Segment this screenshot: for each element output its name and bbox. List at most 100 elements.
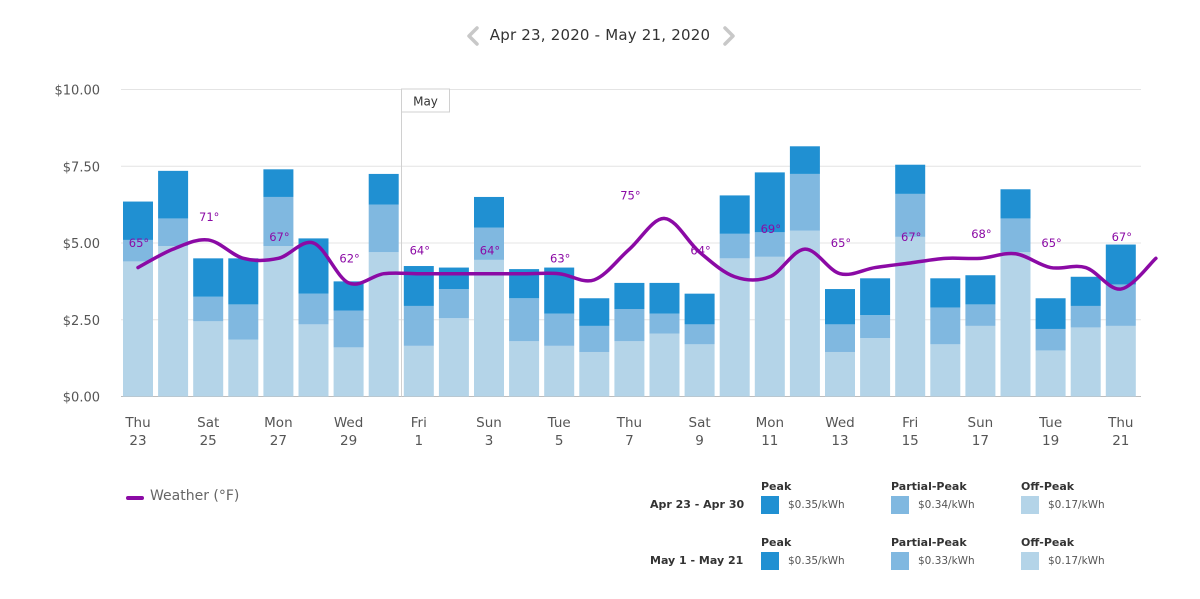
off-peak-bar	[684, 344, 715, 397]
x-tick-date: 3	[485, 433, 494, 449]
tier-off-peak: Off-Peak $0.17/kWh	[1021, 478, 1141, 526]
off-peak-bar	[403, 345, 434, 397]
off-peak-bar	[1000, 252, 1031, 397]
partial-peak-bar	[158, 218, 189, 247]
peak-bar	[158, 170, 189, 219]
rate-period-label: May 1 - May 21	[650, 554, 744, 567]
weather-line	[136, 216, 1158, 291]
partial-peak-bar	[544, 313, 575, 346]
partial-peak-bar	[930, 307, 961, 345]
off-peak-bar	[1070, 327, 1101, 397]
peak-bar	[614, 282, 645, 310]
x-tick-day: Mon	[756, 415, 784, 431]
partial-peak-bar	[754, 232, 785, 257]
partial-peak-bar	[825, 324, 855, 352]
previous-period-button[interactable]	[460, 22, 488, 50]
off-peak-bar	[509, 341, 540, 397]
x-tick-day: Sat	[689, 415, 711, 431]
off-peak-bar	[1035, 350, 1066, 397]
month-marker-label: May	[413, 95, 438, 109]
off-peak-bar	[474, 259, 504, 397]
tier-peak: Peak $0.35/kWh	[761, 534, 881, 582]
off-peak-bar	[719, 258, 750, 397]
off-peak-bar	[123, 261, 153, 397]
off-peak-bar	[860, 338, 891, 397]
peak-bar	[579, 298, 610, 326]
x-tick-date: 11	[761, 433, 778, 449]
tier-peak: Peak $0.35/kWh	[761, 478, 881, 526]
off-peak-bar	[438, 318, 469, 397]
x-tick-date: 29	[340, 433, 357, 449]
rate-period-label: Apr 23 - Apr 30	[650, 498, 745, 511]
peak-bar	[193, 258, 224, 297]
tier-rate: $0.35/kWh	[788, 499, 845, 511]
partial-peak-bar	[368, 204, 399, 253]
peak-bar	[1105, 244, 1136, 285]
x-tick-date: 9	[695, 433, 704, 449]
x-tick-date: 27	[270, 433, 287, 449]
off-peak-swatch	[1021, 496, 1039, 514]
temperature-label: 64°	[410, 244, 430, 258]
peak-bar	[965, 275, 996, 305]
partial-peak-bar	[263, 196, 294, 247]
y-tick-label: $2.50	[63, 314, 100, 329]
partial-peak-bar	[193, 296, 224, 322]
off-peak-bar	[579, 351, 610, 397]
partial-peak-bar	[298, 293, 329, 325]
weather-line-swatch	[126, 496, 144, 500]
usage-chart: $0.00 $2.50 $5.00 $7.50 $10.00 May 65° 71° 67° 62…	[55, 84, 1158, 449]
partial-peak-bar	[965, 304, 996, 326]
temperature-label: 67°	[269, 230, 289, 244]
peak-bar	[895, 164, 926, 194]
partial-peak-bar	[1070, 305, 1101, 328]
peak-bar	[1035, 298, 1066, 329]
date-navigation: Apr 23, 2020 - May 21, 2020	[0, 18, 1200, 54]
partial-peak-bar	[474, 227, 504, 260]
peak-bar	[263, 169, 294, 197]
x-tick-day: Sat	[197, 415, 219, 431]
peak-bar	[368, 173, 399, 205]
x-tick-day: Fri	[902, 415, 918, 431]
peak-bar	[1000, 189, 1031, 219]
off-peak-bar	[825, 351, 855, 397]
tier-name: Partial-Peak	[891, 480, 967, 493]
partial-peak-bar	[403, 305, 434, 346]
rate-row-2: May 1 - May 21 Peak $0.35/kWh Partial-Pe…	[640, 534, 1160, 582]
x-tick-day: Wed	[334, 415, 363, 431]
tier-rate: $0.17/kWh	[1048, 555, 1105, 567]
y-tick-label: $10.00	[55, 84, 101, 99]
x-tick-date: 21	[1112, 433, 1129, 449]
tier-partial-peak: Partial-Peak $0.34/kWh	[891, 478, 1011, 526]
temperature-label: 67°	[901, 230, 921, 244]
date-range-label: Apr 23, 2020 - May 21, 2020	[489, 26, 711, 44]
temperature-label: 75°	[620, 188, 640, 202]
tier-rate: $0.34/kWh	[918, 499, 975, 511]
off-peak-bar	[228, 339, 259, 397]
x-tick-date: 15	[902, 433, 919, 449]
partial-peak-bar	[123, 239, 153, 262]
off-peak-bar	[193, 321, 224, 397]
x-tick-date: 19	[1042, 433, 1059, 449]
temperature-label: 65°	[1041, 236, 1061, 250]
temperature-label: 62°	[339, 251, 359, 265]
partial-peak-bar	[1000, 218, 1031, 253]
peak-bar	[825, 289, 855, 325]
peak-bar	[754, 172, 785, 233]
temperature-label: 63°	[550, 251, 570, 265]
off-peak-bar	[544, 345, 575, 397]
off-peak-bar	[965, 325, 996, 397]
month-marker-box	[401, 88, 450, 113]
y-tick-label: $0.00	[63, 391, 100, 406]
partial-peak-bar	[438, 289, 469, 319]
tier-rate: $0.17/kWh	[1048, 499, 1105, 511]
peak-bar	[474, 196, 504, 228]
chevron-left-icon	[467, 26, 479, 46]
peak-swatch	[761, 552, 779, 570]
next-period-button[interactable]	[714, 22, 742, 50]
tier-off-peak: Off-Peak $0.17/kWh	[1021, 534, 1141, 582]
temperature-label: 69°	[761, 222, 781, 236]
rate-row-1: Apr 23 - Apr 30 Peak $0.35/kWh Partial-P…	[640, 478, 1160, 526]
partial-peak-bar	[333, 310, 364, 348]
x-tick-date: 23	[129, 433, 146, 449]
x-tick-day: Tue	[547, 415, 571, 431]
